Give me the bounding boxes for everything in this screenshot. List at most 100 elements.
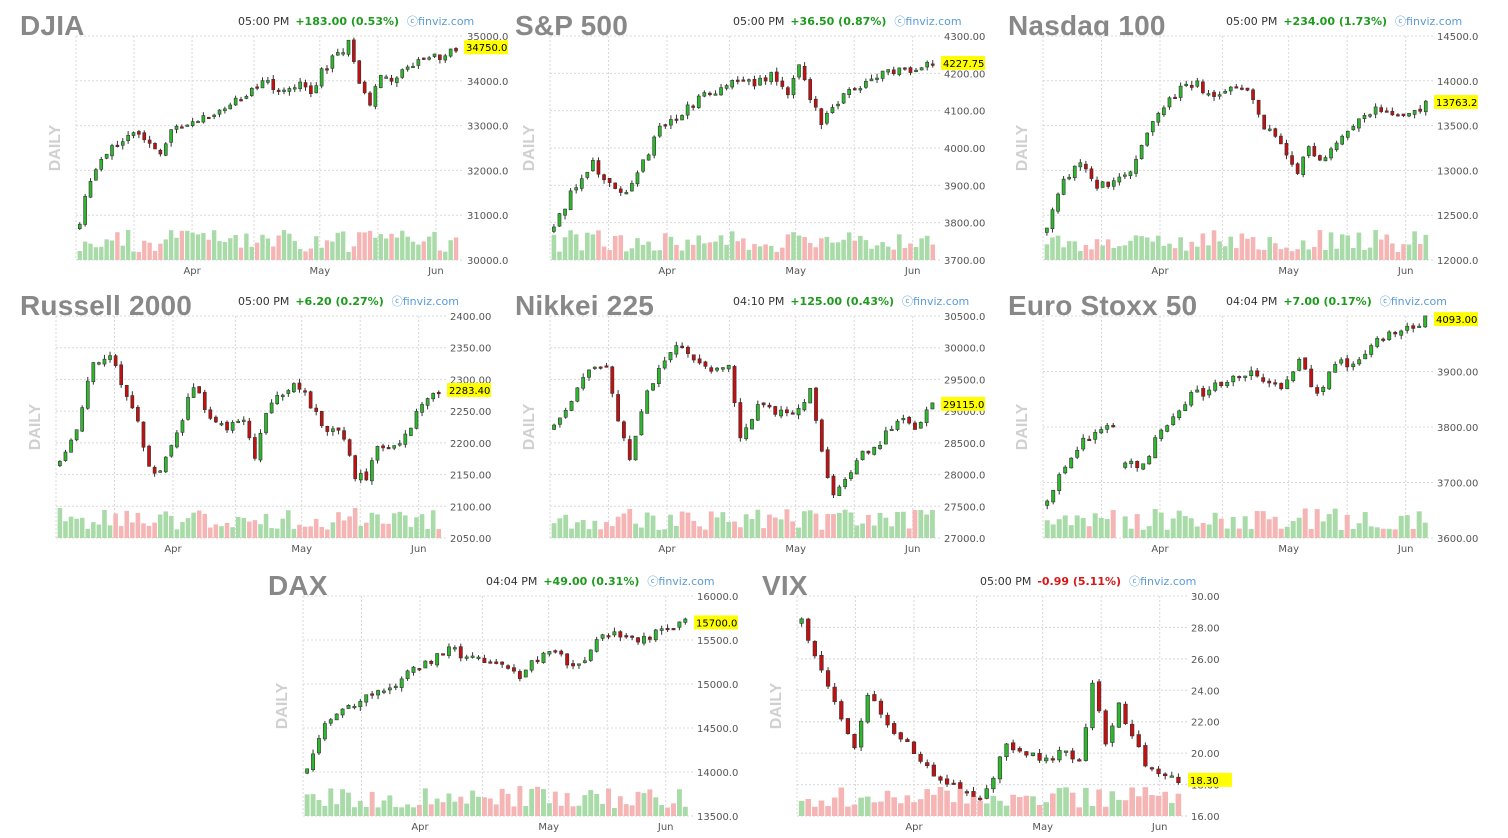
volume-bar bbox=[235, 516, 241, 538]
candle-body bbox=[405, 670, 410, 679]
candle-body bbox=[1163, 773, 1168, 777]
candle-body bbox=[997, 756, 1003, 780]
candle-body bbox=[819, 108, 824, 125]
candle-body bbox=[1111, 180, 1116, 187]
volume-bar bbox=[529, 788, 535, 816]
candle-body bbox=[858, 88, 863, 91]
volume-bar bbox=[228, 238, 233, 260]
last-price-box bbox=[1434, 95, 1478, 110]
source-link[interactable]: finviz.com bbox=[1129, 575, 1196, 588]
candle-body bbox=[411, 666, 416, 673]
source-link[interactable]: finviz.com bbox=[407, 15, 474, 28]
candle-body bbox=[674, 118, 679, 121]
y-tick-label: 16.00 bbox=[1191, 812, 1220, 823]
last-price-label: 15700.0 bbox=[696, 618, 737, 629]
volume-bar bbox=[697, 526, 703, 538]
y-tick-label: 2300.00 bbox=[450, 375, 491, 386]
candle-body bbox=[206, 116, 211, 120]
volume-bar bbox=[924, 235, 930, 260]
volume-bar bbox=[1236, 528, 1242, 538]
volume-bar bbox=[1076, 807, 1083, 816]
y-tick-label: 29500.0 bbox=[944, 375, 985, 386]
volume-bar bbox=[586, 529, 592, 538]
candle-body bbox=[741, 79, 746, 82]
source-link[interactable]: finviz.com bbox=[647, 575, 714, 588]
volume-bar bbox=[714, 517, 720, 538]
volume-bar bbox=[263, 513, 269, 538]
source-link[interactable]: finviz.com bbox=[1380, 295, 1447, 308]
candle-body bbox=[895, 420, 900, 430]
quote-header: 04:04 PM +7.00 (0.17%) finviz.com bbox=[1226, 293, 1447, 309]
volume-bar bbox=[895, 511, 900, 538]
candle-body bbox=[1177, 410, 1182, 419]
volume-bar bbox=[541, 789, 546, 816]
y-tick-label: 20.00 bbox=[1191, 749, 1220, 760]
volume-bar bbox=[291, 529, 297, 538]
volume-bar bbox=[249, 246, 254, 260]
candle-body bbox=[1213, 382, 1218, 391]
volume-bar bbox=[233, 234, 238, 260]
volume-bar bbox=[1189, 241, 1195, 260]
candle-body bbox=[286, 390, 291, 394]
candle-body bbox=[494, 661, 499, 664]
candle-body bbox=[1405, 325, 1410, 331]
y-tick-label: 4200.00 bbox=[944, 69, 985, 80]
volume-bar bbox=[900, 511, 906, 538]
volume-bar bbox=[569, 528, 574, 538]
candle-body bbox=[852, 88, 857, 91]
volume-bar bbox=[1080, 518, 1086, 538]
volume-bar bbox=[606, 788, 611, 816]
candle-body bbox=[839, 701, 844, 720]
y-tick-label: 34000.0 bbox=[467, 77, 508, 88]
volume-bar bbox=[902, 248, 908, 260]
candle-body bbox=[1183, 404, 1188, 412]
volume-bar bbox=[831, 514, 836, 538]
candle-body bbox=[984, 788, 989, 799]
volume-bar bbox=[749, 519, 755, 538]
source-link[interactable]: finviz.com bbox=[902, 295, 969, 308]
candle-body bbox=[476, 656, 481, 659]
volume-bar bbox=[627, 508, 633, 538]
candle-body bbox=[1072, 165, 1077, 179]
candle-body bbox=[180, 126, 184, 129]
candle-body bbox=[552, 424, 556, 430]
volume-bar bbox=[720, 512, 726, 538]
volume-bar bbox=[1116, 799, 1122, 816]
candle-body bbox=[636, 637, 640, 643]
candle-body bbox=[752, 78, 757, 87]
candle-body bbox=[878, 445, 882, 449]
y-tick-label: 4300.00 bbox=[944, 32, 985, 43]
volume-bar bbox=[598, 529, 604, 538]
candle-body bbox=[1069, 457, 1074, 469]
candle-body bbox=[512, 667, 516, 672]
volume-bar bbox=[1182, 516, 1188, 538]
volume-bar bbox=[224, 522, 230, 538]
source-link[interactable]: finviz.com bbox=[392, 295, 459, 308]
candle-body bbox=[624, 192, 629, 195]
candle-body bbox=[425, 398, 430, 406]
candle-body bbox=[1295, 163, 1300, 174]
period-label: DAILY bbox=[27, 403, 44, 450]
chart-svg: 4300.00 4200.00 4100.00 4000.00 3900.00 3800.… bbox=[521, 32, 985, 277]
candle-body bbox=[322, 723, 327, 740]
volume-bar bbox=[871, 802, 878, 816]
volume-bar bbox=[633, 523, 638, 538]
volume-bar bbox=[405, 236, 410, 260]
volume-bar bbox=[1066, 241, 1072, 260]
candle-body bbox=[1206, 93, 1211, 96]
source-link[interactable]: finviz.com bbox=[894, 15, 961, 28]
chart-title: DJIA bbox=[20, 10, 85, 41]
volume-bar bbox=[600, 803, 606, 816]
candle-body bbox=[202, 391, 207, 410]
candle-body bbox=[869, 78, 874, 82]
volume-bar bbox=[1122, 516, 1128, 538]
volume-bar bbox=[1056, 519, 1062, 538]
candle-body bbox=[1171, 416, 1176, 425]
candle-body bbox=[1340, 135, 1345, 145]
source-link[interactable]: finviz.com bbox=[1395, 15, 1462, 28]
volume-bar bbox=[1069, 792, 1076, 816]
candle-body bbox=[436, 392, 441, 395]
volume-bar bbox=[230, 527, 235, 538]
volume-bar bbox=[168, 230, 174, 260]
candle-body bbox=[663, 124, 668, 127]
